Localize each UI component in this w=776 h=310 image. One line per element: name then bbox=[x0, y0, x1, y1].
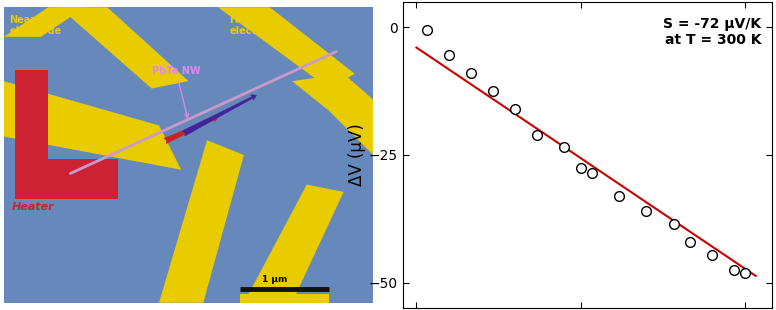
Point bbox=[465, 71, 477, 76]
Polygon shape bbox=[292, 74, 373, 155]
Point bbox=[667, 222, 680, 227]
Text: PbTe NW: PbTe NW bbox=[151, 66, 200, 118]
Point bbox=[531, 132, 543, 137]
Text: 1 μm: 1 μm bbox=[262, 275, 288, 284]
Point bbox=[739, 270, 751, 275]
Point bbox=[443, 53, 456, 58]
Text: Heater: Heater bbox=[12, 202, 54, 212]
Point bbox=[574, 165, 587, 170]
Y-axis label: ΔV (μV): ΔV (μV) bbox=[348, 124, 366, 186]
Polygon shape bbox=[4, 81, 181, 170]
Text: Far
electrode: Far electrode bbox=[229, 15, 282, 36]
Polygon shape bbox=[218, 7, 355, 89]
Polygon shape bbox=[244, 184, 344, 303]
Polygon shape bbox=[59, 7, 189, 89]
Point bbox=[640, 209, 653, 214]
Point bbox=[705, 252, 718, 257]
Polygon shape bbox=[159, 140, 244, 303]
Point bbox=[728, 268, 740, 272]
Bar bbox=[241, 294, 329, 303]
Point bbox=[509, 106, 521, 111]
Polygon shape bbox=[4, 7, 85, 37]
Point bbox=[421, 27, 434, 32]
Bar bbox=[15, 70, 48, 199]
Bar bbox=[15, 159, 119, 199]
Text: Near
electrode: Near electrode bbox=[9, 15, 61, 36]
Point bbox=[558, 145, 570, 150]
Point bbox=[684, 239, 696, 244]
Point bbox=[487, 89, 499, 94]
Text: S = -72 μV/K
at T = 300 K: S = -72 μV/K at T = 300 K bbox=[663, 17, 761, 47]
Point bbox=[585, 170, 598, 175]
Point bbox=[613, 193, 625, 198]
